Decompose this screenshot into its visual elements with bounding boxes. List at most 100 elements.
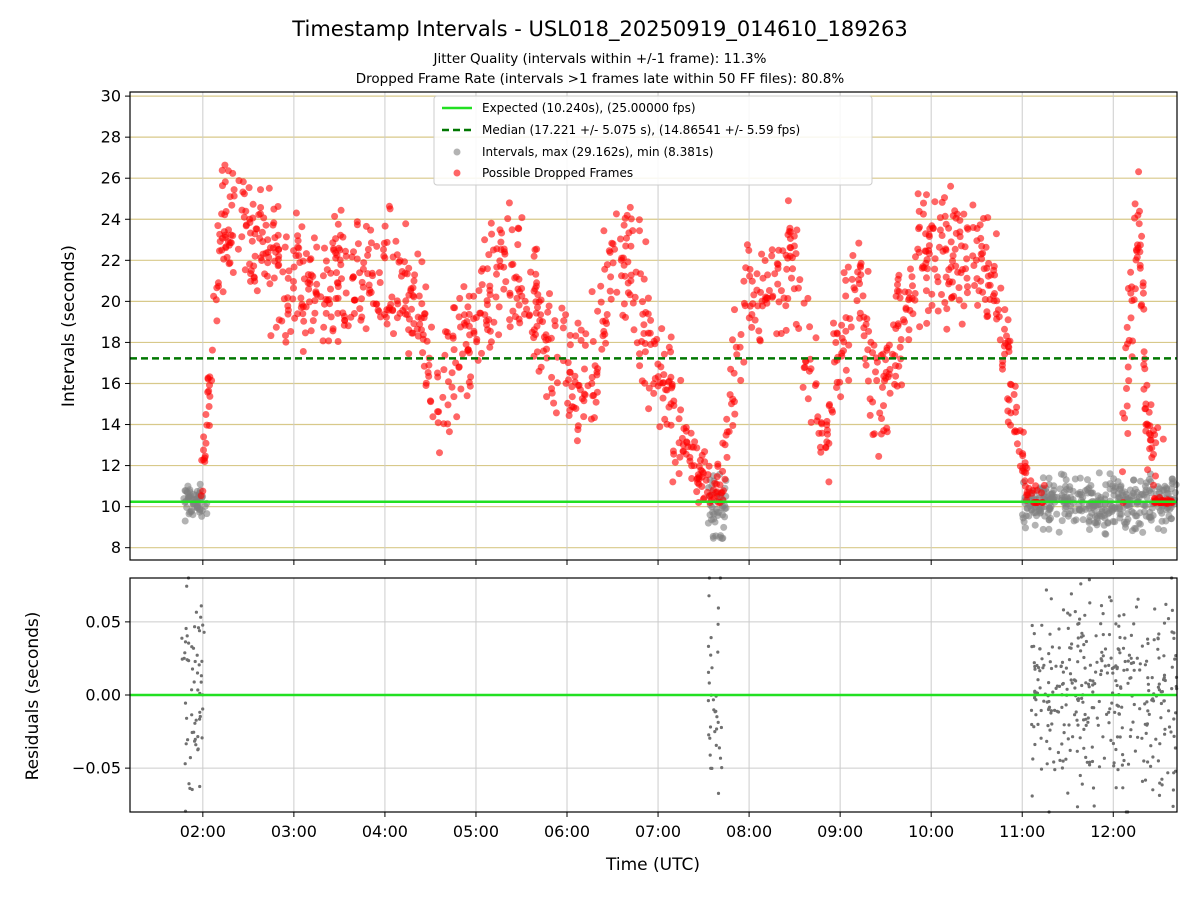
dropped-frame-point — [257, 204, 265, 211]
dropped-frame-point — [1121, 414, 1128, 422]
dropped-frame-point — [1024, 491, 1032, 499]
dropped-frame-point — [294, 243, 302, 251]
dropped-frame-point — [526, 311, 533, 319]
residual-point — [184, 626, 188, 631]
dropped-frame-point — [713, 473, 721, 481]
residual-point — [1110, 666, 1114, 671]
dropped-frame-point — [546, 290, 553, 298]
dropped-frame-point — [394, 300, 402, 308]
dropped-frame-point — [405, 315, 413, 323]
intervals-y-tick-label: 20 — [101, 292, 121, 311]
residual-point — [710, 766, 714, 771]
dropped-frame-point — [597, 282, 605, 290]
dropped-frame-point — [485, 316, 493, 324]
dropped-frame-point — [856, 280, 863, 288]
dropped-frame-point — [319, 337, 327, 345]
dropped-frame-point — [591, 362, 599, 370]
dropped-frame-point — [640, 275, 648, 283]
dropped-frame-point — [514, 241, 522, 249]
dropped-frame-point — [441, 351, 449, 359]
residual-point — [1082, 655, 1086, 660]
dropped-frame-point — [487, 338, 495, 346]
interval-point — [1130, 476, 1137, 484]
dropped-frame-point — [270, 219, 278, 227]
legend-dropped-swatch — [453, 169, 461, 177]
dropped-frame-point — [330, 246, 338, 254]
dropped-frame-point — [974, 301, 982, 309]
dropped-frame-point — [983, 313, 991, 321]
residual-point — [1136, 735, 1140, 739]
dropped-frame-point — [608, 239, 616, 247]
residual-point — [709, 653, 713, 657]
dropped-frame-point — [310, 234, 318, 242]
dropped-frame-point — [642, 238, 650, 246]
residual-point — [1090, 745, 1094, 749]
dropped-frame-point — [1127, 289, 1135, 297]
residual-point — [1094, 670, 1098, 674]
x-tick-label: 07:00 — [635, 822, 681, 841]
dropped-frame-point — [435, 408, 443, 416]
interval-point — [1163, 484, 1170, 492]
dropped-frame-point — [264, 259, 272, 267]
dropped-frame-point — [498, 229, 506, 237]
dropped-frame-point — [600, 227, 608, 235]
dropped-frame-point — [620, 221, 628, 229]
intervals-y-axis: 8 10 12 14 16 18 20 22 24 26 28 30 — [101, 87, 130, 557]
dropped-frame-point — [453, 413, 461, 421]
dropped-frame-point — [895, 362, 903, 370]
residual-point — [1068, 748, 1072, 753]
dropped-frame-point — [258, 257, 266, 264]
residual-point — [1052, 760, 1056, 764]
dropped-frame-point — [1127, 314, 1135, 322]
dropped-frame-point — [1123, 323, 1131, 331]
residual-point — [1046, 724, 1050, 728]
dropped-frame-point — [267, 332, 275, 340]
dropped-frame-point — [214, 279, 222, 287]
dropped-frame-point — [704, 471, 712, 479]
residual-point — [198, 714, 202, 719]
dropped-frame-point — [581, 341, 589, 349]
dropped-frame-point — [521, 297, 529, 305]
residual-point — [1115, 735, 1120, 739]
dropped-frame-point — [500, 245, 508, 253]
dropped-frame-point — [1004, 395, 1012, 403]
residual-point — [1138, 707, 1142, 711]
chart-subtitle-dropped: Dropped Frame Rate (intervals >1 frames … — [356, 71, 845, 87]
dropped-frame-point — [936, 214, 944, 222]
dropped-frame-point — [935, 243, 943, 251]
dropped-frame-point — [518, 214, 526, 222]
dropped-frame-point — [476, 309, 484, 317]
dropped-frame-point — [862, 361, 870, 369]
residual-point — [1151, 697, 1155, 701]
dropped-frame-point — [851, 286, 859, 294]
dropped-frame-point — [864, 346, 872, 354]
residual-point — [711, 698, 716, 702]
dropped-frame-point — [970, 262, 978, 269]
dropped-frame-point — [358, 295, 365, 303]
dropped-frame-point — [1150, 481, 1157, 489]
dropped-frame-point — [936, 226, 944, 234]
dropped-frame-point — [842, 314, 850, 322]
dropped-frame-point — [1005, 348, 1013, 355]
dropped-frame-point — [218, 246, 226, 254]
dropped-frame-point — [920, 199, 927, 207]
dropped-frame-point — [1134, 211, 1142, 219]
intervals-y-tick-label: 22 — [101, 251, 121, 270]
dropped-frame-point — [221, 161, 229, 169]
dropped-frame-point — [1146, 445, 1154, 453]
interval-point — [1045, 516, 1053, 524]
intervals-y-tick-label: 18 — [101, 333, 121, 352]
dropped-frame-point — [551, 317, 559, 325]
residual-point — [1091, 683, 1095, 687]
dropped-frame-point — [1143, 381, 1151, 389]
dropped-frame-point — [1150, 450, 1157, 458]
interval-point — [1142, 502, 1150, 510]
interval-point — [710, 515, 718, 523]
dropped-frame-point — [322, 257, 330, 265]
residuals-y-tick-label: 0.00 — [85, 686, 121, 705]
dropped-frame-point — [902, 304, 910, 312]
dropped-frame-point — [726, 391, 734, 399]
dropped-frame-point — [723, 453, 731, 461]
residual-point — [180, 657, 184, 661]
residual-point — [1140, 644, 1144, 648]
